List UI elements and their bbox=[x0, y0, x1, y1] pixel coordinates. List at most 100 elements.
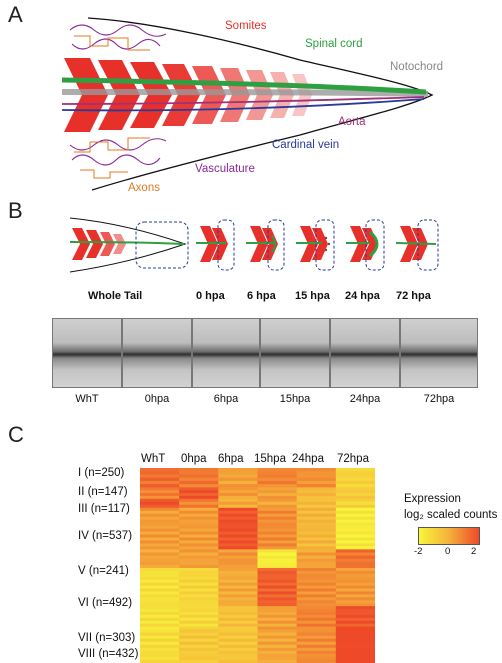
heatmap-cell bbox=[296, 543, 337, 547]
heatmap-cell bbox=[218, 638, 258, 643]
heatmap-cell bbox=[335, 555, 375, 560]
heatmap-cell bbox=[140, 626, 180, 631]
heatmap-cell bbox=[296, 474, 337, 479]
heatmap-cell bbox=[257, 659, 298, 663]
heatmap-row-label: VI (n=492) bbox=[78, 597, 133, 609]
heatmap-cell bbox=[335, 629, 375, 634]
heatmap-cell bbox=[179, 635, 219, 640]
heatmap-cell bbox=[140, 576, 180, 581]
heatmap-cell bbox=[218, 543, 258, 547]
heatmap-cell bbox=[140, 493, 180, 497]
heatmap-cell bbox=[218, 568, 258, 572]
heatmap-cell bbox=[296, 498, 337, 503]
heatmap-cell bbox=[218, 493, 258, 497]
stage-label-0hpa: 0 hpa bbox=[196, 290, 225, 302]
heatmap-cell bbox=[179, 468, 219, 472]
heatmap-cell bbox=[140, 653, 180, 658]
heatmap-cell bbox=[257, 552, 298, 557]
heatmap-cell bbox=[257, 653, 298, 658]
heatmap-cell bbox=[140, 591, 180, 595]
heatmap-cell bbox=[140, 552, 180, 557]
heatmap-cell bbox=[335, 525, 375, 530]
heatmap-cell bbox=[179, 568, 219, 572]
heatmap-cell bbox=[296, 582, 337, 587]
heatmap-cell bbox=[218, 484, 258, 488]
heatmap-cell bbox=[257, 561, 298, 566]
heatmap-cell bbox=[179, 498, 219, 503]
heatmap-cell bbox=[257, 603, 298, 607]
heatmap-cell bbox=[218, 614, 258, 619]
heatmap-cell bbox=[218, 555, 258, 560]
heatmap-cell bbox=[218, 552, 258, 557]
heatmap-cell bbox=[335, 626, 375, 631]
photo-72hpa bbox=[400, 318, 478, 388]
heatmap-cell bbox=[335, 546, 375, 550]
heatmap-cell bbox=[296, 507, 337, 512]
heatmap-cell bbox=[218, 653, 258, 658]
heatmap-cell bbox=[257, 656, 298, 661]
heatmap-cell bbox=[218, 626, 258, 631]
heatmap-cell bbox=[257, 501, 298, 506]
heatmap-cell bbox=[218, 487, 258, 491]
heatmap-cell bbox=[257, 495, 298, 500]
heatmap-cell bbox=[335, 568, 375, 572]
heatmap-cell bbox=[335, 564, 375, 569]
heatmap-cell bbox=[179, 650, 219, 655]
heatmap-cell bbox=[179, 641, 219, 646]
heatmap-cell bbox=[218, 534, 258, 538]
heatmap-cell bbox=[335, 638, 375, 643]
axon-tangle bbox=[74, 35, 150, 179]
heatmap-cell bbox=[257, 611, 298, 616]
heatmap-cell bbox=[218, 579, 258, 584]
heatmap-cell bbox=[140, 516, 180, 521]
heatmap-cell bbox=[218, 468, 258, 472]
heatmap-cell bbox=[335, 597, 375, 601]
heatmap-cell bbox=[296, 516, 337, 521]
heatmap-cell bbox=[179, 606, 219, 610]
heatmap-cell bbox=[179, 504, 219, 509]
heatmap-cell bbox=[179, 617, 219, 622]
heatmap-cell bbox=[218, 635, 258, 640]
heatmap-cell bbox=[140, 585, 180, 590]
legend-title: Expression bbox=[404, 493, 461, 505]
heatmap-cell bbox=[257, 629, 298, 634]
heatmap-cell bbox=[179, 474, 219, 479]
heatmap-cell bbox=[140, 525, 180, 530]
heatmap-cell bbox=[140, 579, 180, 584]
heatmap-cell bbox=[296, 573, 337, 578]
heatmap-cell bbox=[218, 641, 258, 646]
heatmap-cell bbox=[218, 474, 258, 479]
heatmap-cell bbox=[296, 594, 337, 598]
heatmap-cell bbox=[140, 537, 180, 541]
heatmap-cell bbox=[140, 603, 180, 607]
heatmap-cell bbox=[140, 507, 180, 512]
heatmap-cell bbox=[179, 626, 219, 631]
heatmap-cell bbox=[140, 495, 180, 500]
photo-caption-15hpa: 15hpa bbox=[279, 393, 311, 405]
heatmap-row-label: V (n=241) bbox=[78, 565, 129, 577]
heatmap-cell bbox=[335, 549, 375, 553]
heatmap-cell bbox=[257, 525, 298, 530]
heatmap-col-label: 0hpa bbox=[181, 453, 207, 465]
heatmap-row-label: III (n=117) bbox=[78, 503, 130, 515]
heatmap-cell bbox=[335, 650, 375, 655]
heatmap-cell bbox=[140, 620, 180, 625]
stage-mini-72hpa bbox=[395, 219, 439, 271]
heatmap-cell bbox=[296, 647, 337, 652]
photo-caption-6hpa: 6hpa bbox=[213, 393, 239, 405]
heatmap-col-label: 15hpa bbox=[254, 453, 286, 465]
heatmap-cell bbox=[257, 474, 298, 479]
photo-0hpa bbox=[122, 318, 192, 388]
heatmap-cell bbox=[218, 561, 258, 566]
heatmap-cell bbox=[335, 620, 375, 625]
heatmap-cell bbox=[179, 546, 219, 550]
heatmap-cell bbox=[296, 487, 337, 491]
heatmap-col-label: 6hpa bbox=[218, 453, 244, 465]
heatmap-cell bbox=[140, 468, 180, 472]
heatmap-cell bbox=[296, 552, 337, 557]
heatmap-cell bbox=[296, 519, 337, 524]
heatmap-cell bbox=[257, 623, 298, 628]
heatmap-cell bbox=[335, 594, 375, 598]
heatmap-cell bbox=[296, 617, 337, 622]
heatmap-cell bbox=[140, 558, 180, 563]
